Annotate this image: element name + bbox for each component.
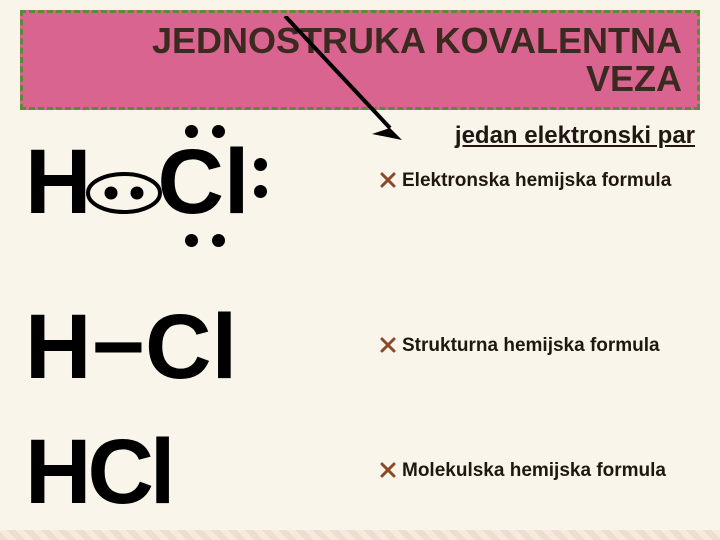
label-text: Strukturna hemijska formula bbox=[402, 335, 660, 357]
lone-pair-dot bbox=[254, 185, 267, 198]
symbol-cl-wrap: Cl bbox=[157, 130, 249, 235]
bullet-icon bbox=[380, 337, 396, 353]
bullet-icon bbox=[380, 172, 396, 188]
label-text: Molekulska hemijska formula bbox=[402, 460, 666, 482]
lone-pair-dot bbox=[185, 234, 198, 247]
annotation-text: jedan elektronski par bbox=[455, 122, 695, 150]
bottom-pattern bbox=[0, 530, 720, 540]
label-structural: Strukturna hemijska formula bbox=[380, 335, 660, 357]
label-molecular: Molekulska hemijska formula bbox=[380, 460, 666, 482]
formula-electron: H Cl bbox=[25, 130, 249, 241]
symbol-h: H bbox=[25, 131, 91, 233]
bullet-icon bbox=[380, 462, 396, 478]
symbol-cl: Cl bbox=[157, 131, 249, 233]
formula-structural: H−Cl bbox=[25, 295, 237, 400]
arrow-pointer bbox=[260, 16, 420, 146]
label-text: Elektronska hemijska formula bbox=[402, 170, 671, 192]
lone-pair-dot bbox=[212, 234, 225, 247]
title-line2: VEZA bbox=[586, 58, 682, 99]
lone-pair-dot bbox=[254, 158, 267, 171]
label-electron: Elektronska hemijska formula bbox=[380, 170, 671, 192]
formula-molecular: HCl bbox=[25, 420, 171, 525]
bond-oval bbox=[85, 132, 163, 237]
